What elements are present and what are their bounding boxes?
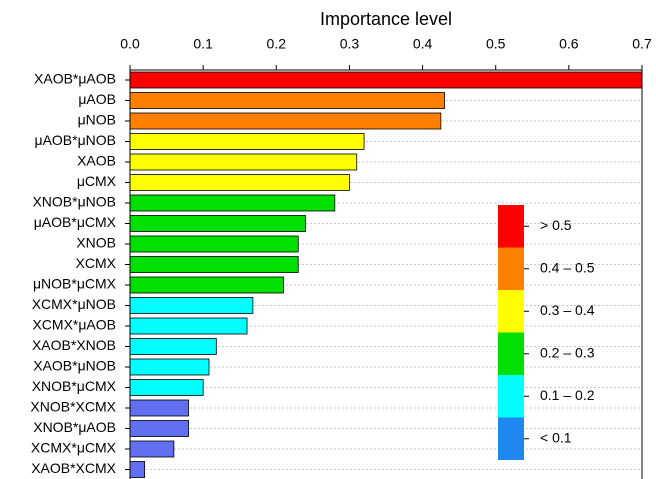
y-tick-label: XAOB*μAOB bbox=[34, 71, 116, 87]
bar bbox=[129, 338, 217, 355]
legend-swatch bbox=[498, 290, 524, 333]
y-tick-label: XNOB*μAOB bbox=[33, 419, 116, 435]
bar bbox=[129, 317, 248, 335]
bar bbox=[129, 399, 189, 417]
x-tick-label: 0.5 bbox=[486, 36, 506, 52]
legend-swatch bbox=[498, 375, 524, 418]
legend-swatch bbox=[498, 332, 524, 375]
x-tick-label: 0.1 bbox=[193, 36, 213, 52]
bar bbox=[129, 440, 175, 458]
bar bbox=[129, 194, 336, 212]
y-tick-label: μCMX bbox=[77, 173, 117, 189]
x-axis-title: Importance level bbox=[320, 9, 452, 29]
y-tick-label: XCMX*μCMX bbox=[31, 440, 117, 456]
legend-swatch bbox=[498, 417, 524, 460]
bar bbox=[129, 297, 254, 314]
x-tick-label: 0.4 bbox=[413, 36, 433, 52]
bar bbox=[129, 133, 365, 150]
x-tick-label: 0.7 bbox=[632, 36, 652, 52]
x-tick-label: 0.6 bbox=[559, 36, 579, 52]
legend-label: 0.1 – 0.2 bbox=[540, 387, 595, 403]
bar bbox=[129, 235, 299, 253]
legend-swatch bbox=[498, 247, 524, 290]
y-tick-label: XAOB*XNOB bbox=[32, 337, 116, 353]
bar bbox=[129, 379, 204, 396]
y-tick-label: XNOB*μNOB bbox=[32, 194, 116, 210]
legend-label: < 0.1 bbox=[540, 429, 572, 445]
legend-swatch bbox=[498, 205, 524, 248]
y-tick-label: XAOB*μNOB bbox=[33, 358, 116, 374]
y-tick-label: XCMX*μAOB bbox=[32, 317, 116, 333]
y-tick-label: XCMX bbox=[76, 255, 117, 271]
bar bbox=[129, 256, 299, 273]
bar bbox=[129, 215, 306, 232]
bar bbox=[129, 276, 285, 294]
y-tick-label: XAOB bbox=[77, 153, 116, 169]
bar bbox=[129, 420, 189, 437]
y-tick-label: μAOB*μCMX bbox=[34, 214, 117, 230]
bar bbox=[129, 92, 445, 109]
y-tick-label: XNOB bbox=[76, 235, 116, 251]
bar bbox=[129, 358, 210, 376]
bar bbox=[129, 71, 643, 89]
x-tick-label: 0.3 bbox=[340, 36, 360, 52]
x-tick-label: 0.0 bbox=[120, 36, 140, 52]
bar bbox=[129, 174, 350, 191]
x-tick-label: 0.2 bbox=[267, 36, 287, 52]
y-tick-label: μAOB*μNOB bbox=[35, 132, 116, 148]
y-tick-label: XAOB*XCMX bbox=[31, 460, 116, 476]
y-tick-label: XNOB*XCMX bbox=[30, 399, 116, 415]
bar bbox=[129, 153, 358, 171]
y-tick-label: μNOB*μCMX bbox=[33, 276, 117, 292]
legend-label: > 0.5 bbox=[540, 217, 572, 233]
legend-label: 0.3 – 0.4 bbox=[540, 302, 595, 318]
y-tick-label: XCMX*μNOB bbox=[32, 296, 116, 312]
bar bbox=[129, 112, 442, 130]
y-tick-label: μAOB bbox=[78, 91, 116, 107]
y-tick-label: μNOB bbox=[78, 112, 116, 128]
legend-label: 0.2 – 0.3 bbox=[540, 344, 595, 360]
bar bbox=[129, 461, 146, 478]
y-tick-label: XNOB*μCMX bbox=[32, 378, 117, 394]
legend-label: 0.4 – 0.5 bbox=[540, 259, 595, 275]
